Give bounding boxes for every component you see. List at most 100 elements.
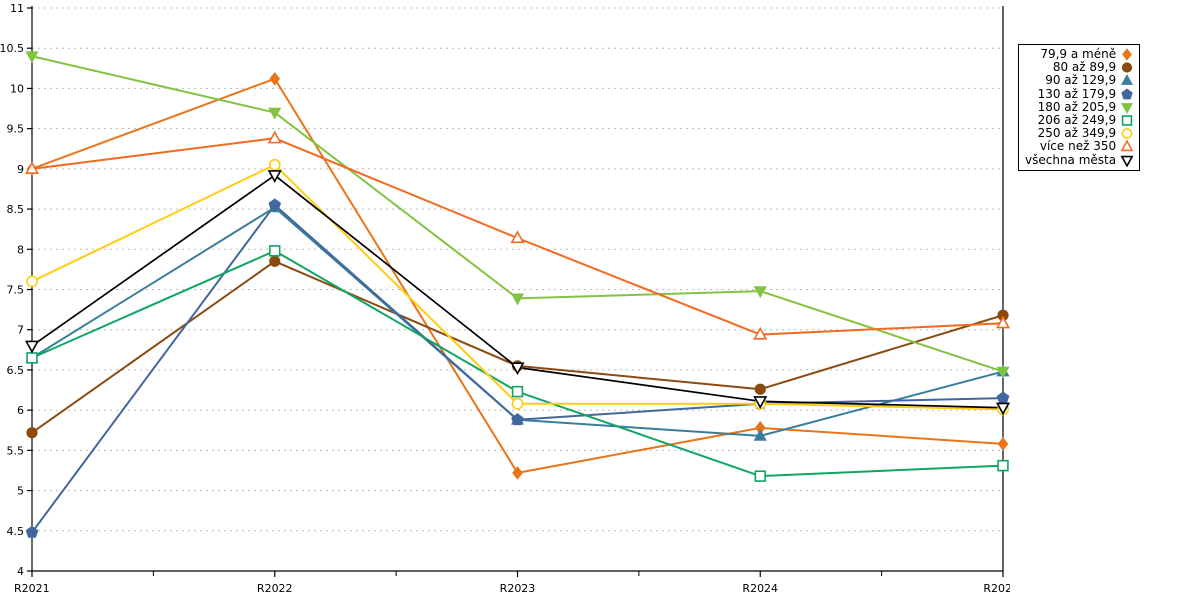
x-axis-tick-label: R2021 — [14, 582, 50, 595]
data-point-marker — [753, 396, 768, 409]
data-point-marker — [268, 158, 281, 171]
data-point-marker — [996, 391, 1010, 404]
data-point-marker — [997, 459, 1009, 472]
y-axis-tick-label: 9 — [17, 163, 24, 176]
legend-marker-triangle-up-icon — [1121, 74, 1134, 86]
x-axis-ticks: R2021 R2022 R2023 R2024 R2025 — [14, 571, 1010, 595]
legend-marker-square-icon — [1121, 115, 1133, 126]
x-axis-tick-label: R2024 — [742, 582, 778, 595]
y-axis-tick-label: 10 — [10, 82, 24, 95]
legend-item-label: 180 až 205,9 — [1037, 99, 1117, 114]
gridlines — [32, 7, 1003, 572]
data-point-marker — [269, 255, 281, 267]
data-point-marker — [512, 466, 523, 480]
data-point-marker — [1121, 115, 1133, 126]
data-point-marker — [26, 275, 38, 288]
y-axis-tick-label: 8.5 — [7, 203, 25, 216]
data-point-marker — [24, 340, 40, 354]
y-axis-tick-label: 4.5 — [7, 525, 25, 538]
legend-item[interactable]: 250 až 349,9 — [1025, 127, 1135, 140]
data-point-marker — [996, 366, 1010, 379]
legend-marker-triangle-down-icon — [1120, 155, 1134, 167]
data-point-marker — [1121, 74, 1134, 86]
y-axis-tick-label: 9.5 — [7, 123, 25, 136]
series-markers-8 — [24, 170, 1010, 416]
data-point-marker — [510, 230, 525, 244]
y-axis-tick-label: 7 — [17, 324, 24, 337]
data-point-marker — [1121, 128, 1133, 140]
data-point-marker — [511, 413, 524, 426]
legend-item[interactable]: 79,9 a méně — [1025, 48, 1135, 61]
data-point-marker — [24, 161, 40, 174]
data-point-marker — [997, 437, 1009, 451]
legend-marker-triangle-up-icon — [1120, 140, 1134, 152]
data-point-marker — [1122, 62, 1133, 73]
y-axis-tick-label: 10.5 — [0, 42, 24, 55]
legend-item[interactable]: 180 až 205,9 — [1025, 99, 1135, 114]
series-markers-4 — [25, 51, 1010, 379]
data-point-marker — [510, 362, 525, 376]
series-markers-5 — [26, 245, 1009, 482]
legend-item-label: 79,9 a méně — [1040, 47, 1117, 62]
legend-item[interactable]: 90 až 129,9 — [1025, 74, 1135, 87]
y-axis-ticks: 4 4.5 5 5.5 6 6.5 7 7.5 8 8.5 9 9.5 10 10.5 11 — [0, 2, 32, 578]
data-point-marker — [511, 385, 524, 398]
legend-marker-circle-icon — [1122, 62, 1133, 73]
y-axis-tick-label: 5 — [17, 485, 24, 498]
legend-item-label: 80 až 89,9 — [1052, 60, 1117, 75]
data-point-marker — [1120, 140, 1134, 152]
legend-item[interactable]: 206 až 249,9 — [1025, 114, 1135, 127]
legend-item-label: 130 až 179,9 — [1037, 86, 1117, 101]
legend-marker-pentagon-icon — [1121, 88, 1133, 100]
data-point-marker — [25, 525, 39, 538]
legend-item[interactable]: 130 až 179,9 — [1025, 86, 1135, 101]
series-markers-6 — [26, 158, 1009, 416]
data-point-marker — [269, 245, 281, 257]
data-point-marker — [753, 326, 768, 340]
data-point-marker — [995, 402, 1010, 416]
series-line — [31, 55, 1004, 373]
data-point-marker — [268, 107, 282, 120]
y-axis-tick-label: 11 — [10, 2, 24, 15]
legend-item-label: 206 až 249,9 — [1037, 113, 1117, 128]
series-markers-0 — [26, 71, 1009, 480]
data-point-marker — [26, 352, 38, 364]
y-axis-tick-label: 4 — [17, 565, 24, 578]
data-point-marker — [1122, 48, 1132, 61]
data-point-marker — [511, 397, 524, 410]
legend-marker-diamond-icon — [1122, 48, 1132, 61]
data-point-marker — [1121, 88, 1133, 100]
x-axis-tick-label: R2022 — [257, 582, 293, 595]
data-point-marker — [1121, 102, 1134, 114]
data-point-marker — [26, 427, 38, 439]
y-axis-tick-label: 6 — [17, 404, 24, 417]
x-axis-tick-label: R2025 — [983, 582, 1010, 595]
data-point-marker — [268, 198, 282, 211]
chart-legend: 79,9 a méně 80 až 89,9 90 až 129,9 130 až 1… — [1018, 44, 1141, 171]
data-point-marker — [25, 51, 39, 64]
data-point-marker — [754, 383, 766, 395]
legend-item[interactable]: více než 350 — [1025, 140, 1135, 153]
line-chart-plot: 4 4.5 5 5.5 6 6.5 7 7.5 8 8.5 9 9.5 10 10.5 11 R2021 R20… — [0, 2, 1010, 595]
legend-marker-triangle-down-icon — [1121, 102, 1134, 114]
legend-item-label: 250 až 349,9 — [1037, 126, 1117, 141]
legend-item[interactable]: 80 až 89,9 — [1025, 61, 1135, 74]
x-axis-tick-label: R2023 — [500, 582, 536, 595]
series-4 — [31, 55, 1004, 373]
legend-item[interactable]: všechna města — [1025, 152, 1135, 167]
data-point-marker — [267, 130, 282, 144]
data-point-marker — [510, 293, 525, 306]
data-point-marker — [754, 470, 766, 482]
legend-marker-circle-icon — [1121, 128, 1133, 140]
y-axis-tick-label: 6.5 — [7, 364, 25, 377]
y-axis-tick-label: 5.5 — [7, 444, 25, 457]
data-point-marker — [753, 286, 767, 299]
legend-item-label: více než 350 — [1039, 139, 1117, 154]
legend-item-label: všechna města — [1025, 152, 1117, 167]
data-point-marker — [753, 428, 767, 441]
legend-item-label: 90 až 129,9 — [1045, 73, 1117, 88]
data-point-marker — [995, 315, 1010, 329]
y-axis-tick-label: 8 — [17, 243, 24, 256]
